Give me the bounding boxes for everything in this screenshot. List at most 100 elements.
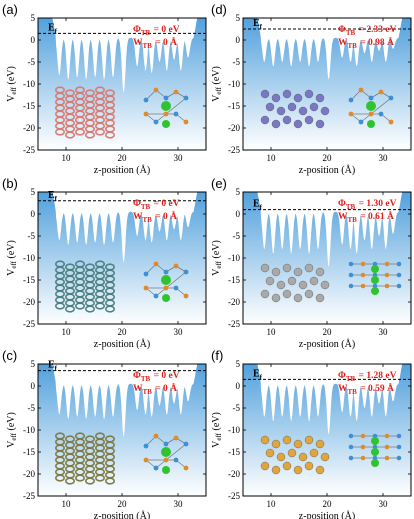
lattice-atom [360, 283, 366, 289]
y-axis-title-unit: (eV) [6, 412, 17, 433]
atom-ball [315, 465, 325, 475]
w-tb-label-rest: = 0.59 Å [358, 382, 394, 394]
atom-ball [309, 448, 319, 458]
fermi-label: Ef [48, 360, 58, 373]
y-tick-label: -25 [23, 145, 35, 155]
x-tick-label: 10 [267, 499, 277, 509]
phi-tb-label: ΦTB = 0 eV [133, 371, 180, 383]
atom-ball [315, 119, 325, 129]
y-tick-label: -20 [228, 297, 240, 307]
fermi-label-base: E [253, 18, 260, 29]
y-axis-title-sub: eff [10, 260, 18, 268]
w-tb-label-rest: = 0 Å [153, 36, 177, 48]
y-axis-title: Veff (eV) [6, 66, 18, 102]
atom-ring [85, 477, 96, 485]
y-axis-title-unit: (eV) [211, 240, 222, 261]
structure-atom [378, 89, 384, 95]
y-tick-label: 0 [31, 381, 36, 391]
y-tick-label: 0 [236, 35, 241, 45]
lattice-center-atom [371, 448, 379, 456]
x-tick-label: 20 [118, 499, 128, 509]
structure-atom [183, 119, 189, 125]
structure-atom [163, 441, 169, 447]
phi-tb-label-rest: = 2.33 eV [356, 25, 396, 35]
atom-ball [282, 289, 292, 299]
y-axis-title-sub: eff [10, 432, 18, 440]
y-axis-title-unit: (eV) [6, 240, 17, 261]
structure-atom [183, 465, 189, 471]
fermi-label-sub: f [260, 373, 263, 381]
atom-ball [320, 452, 330, 462]
x-tick-label: 10 [62, 153, 72, 163]
y-tick-label: 0 [31, 209, 36, 219]
phi-tb-label-base: Φ [338, 371, 346, 381]
y-axis-title: Veff (eV) [211, 66, 223, 102]
phi-tb-label: ΦTB = 2.33 eV [338, 25, 397, 37]
panel-label: (f) [211, 348, 223, 363]
structure-atom [143, 111, 149, 117]
fermi-label: Ef [48, 22, 58, 35]
atom-ball [271, 465, 281, 475]
structure-inset [143, 261, 189, 302]
atom-ball [271, 439, 281, 449]
structure-atom [388, 119, 394, 125]
w-tb-label-base: W [338, 212, 348, 222]
bond [165, 271, 187, 289]
structure-atom [183, 441, 189, 447]
structure-inset [348, 433, 402, 467]
atom-ball [304, 435, 314, 445]
y-axis-title-v: V [6, 440, 17, 448]
lattice-atom [360, 455, 366, 461]
atom-ball [304, 461, 314, 471]
structure-inset [348, 87, 394, 128]
fermi-label-base: E [48, 22, 55, 33]
structure-center-atom [162, 466, 170, 474]
w-tb-label-rest: = 0.98 Å [358, 36, 394, 48]
atom-ball [282, 461, 292, 471]
y-tick-label: -20 [23, 123, 35, 133]
structure-inset [348, 261, 402, 295]
structure-atom [368, 95, 374, 101]
fermi-label-base: E [48, 190, 55, 201]
y-tick-label: -20 [23, 297, 35, 307]
lattice-center-atom [371, 265, 379, 273]
structure-inset [143, 433, 189, 474]
atom-ball [282, 89, 292, 99]
lattice-atom [384, 261, 390, 267]
w-tb-label-sub: TB [348, 42, 358, 50]
y-tick-label: -15 [228, 101, 240, 111]
structure-atom [153, 433, 159, 439]
w-tb-label-sub: TB [143, 42, 153, 50]
phi-tb-label: ΦTB = 1.30 eV [338, 199, 397, 211]
x-axis-title: z-position (Å) [299, 164, 355, 176]
w-tb-label: WTB = 0 Å [133, 210, 177, 224]
phi-tb-label-sub: TB [346, 29, 356, 37]
atom-ball [276, 106, 286, 116]
atom-cluster-inset [260, 89, 330, 129]
y-axis-title-unit: (eV) [211, 66, 222, 87]
atom-ball [293, 293, 303, 303]
lattice-atom [372, 433, 378, 439]
atom-ball [309, 276, 319, 286]
atom-ring [75, 474, 86, 482]
x-axis-title: z-position (Å) [94, 510, 150, 519]
w-tb-label: WTB = 0 Å [133, 382, 177, 396]
y-tick-label: 0 [236, 209, 241, 219]
w-tb-label: WTB = 0 Å [133, 36, 177, 50]
atom-ring [105, 477, 116, 485]
x-tick-label: 20 [323, 499, 333, 509]
structure-atom [153, 293, 159, 299]
y-tick-label: -20 [228, 123, 240, 133]
fermi-label-base: E [253, 368, 260, 379]
y-tick-label: 5 [31, 13, 36, 23]
structure-atom [173, 263, 179, 269]
lattice-atom [348, 272, 354, 278]
lattice-atom [384, 444, 390, 450]
atom-ring [85, 131, 96, 139]
y-tick-label: -25 [23, 491, 35, 501]
fermi-label-base: E [253, 199, 260, 210]
atom-ring [54, 302, 65, 310]
y-tick-label: 5 [236, 13, 241, 23]
w-tb-label-rest: = 0 Å [153, 210, 177, 222]
